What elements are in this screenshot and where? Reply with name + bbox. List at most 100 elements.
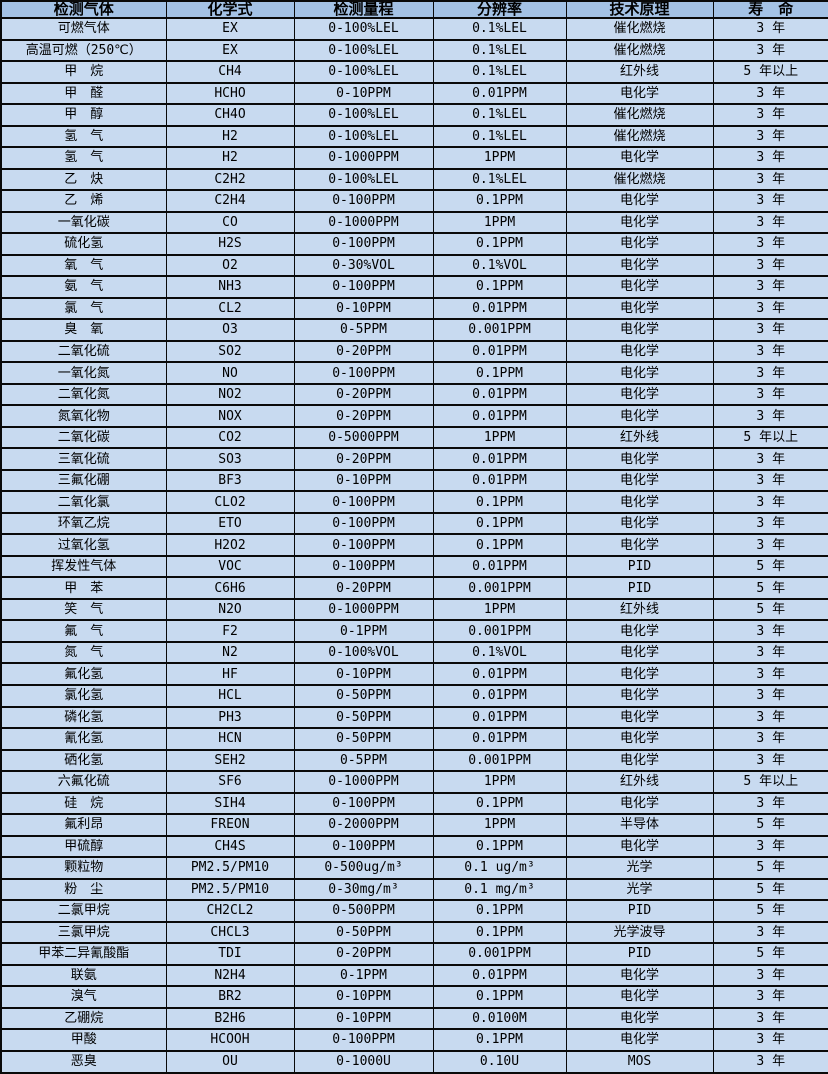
cell-resolution: 0.0100M xyxy=(432,1006,567,1031)
cell-resolution: 0.1PPM xyxy=(432,533,567,557)
cell-range: 0-100PPM xyxy=(293,361,434,385)
cell-range: 0-20PPM xyxy=(293,404,434,428)
table-row: 氯化氢 HCL 0-50PPM 0.01PPM 电化学 3 年 xyxy=(0,684,828,708)
cell-gas: 甲 苯 xyxy=(0,576,167,600)
cell-lifespan: 3 年 xyxy=(712,705,828,729)
table-row: 一氧化碳 CO 0-1000PPM 1PPM 电化学 3 年 xyxy=(0,210,828,235)
cell-range: 0-1PPM xyxy=(293,963,434,988)
cell-formula: EX xyxy=(165,38,295,63)
cell-resolution: 1PPM xyxy=(432,597,567,622)
cell-range: 0-100PPM xyxy=(293,834,434,859)
cell-range: 0-1000PPM xyxy=(293,210,434,235)
cell-principle: 电化学 xyxy=(565,253,714,278)
cell-resolution: 0.1PPM xyxy=(432,490,567,514)
cell-range: 0-100%LEL xyxy=(293,124,434,149)
cell-gas: 二氯甲烷 xyxy=(0,899,167,923)
cell-gas: 颗粒物 xyxy=(0,856,167,880)
cell-range: 0-20PPM xyxy=(293,339,434,364)
cell-lifespan: 3 年 xyxy=(712,533,828,557)
cell-resolution: 0.01PPM xyxy=(432,662,567,686)
cell-resolution: 0.01PPM xyxy=(432,705,567,729)
cell-formula: CO xyxy=(165,210,295,235)
cell-formula: NO xyxy=(165,361,295,385)
cell-gas: 一氧化氮 xyxy=(0,361,167,385)
cell-resolution: 0.1PPM xyxy=(432,834,567,859)
cell-resolution: 0.01PPM xyxy=(432,963,567,988)
cell-resolution: 0.01PPM xyxy=(432,382,567,407)
cell-formula: H2 xyxy=(165,124,295,149)
cell-gas: 硒化氢 xyxy=(0,748,167,773)
table-row: 环氧乙烷 ETO 0-100PPM 0.1PPM 电化学 3 年 xyxy=(0,511,828,536)
cell-range: 0-100PPM xyxy=(293,533,434,557)
cell-lifespan: 3 年 xyxy=(712,81,828,106)
cell-gas: 乙 烯 xyxy=(0,189,167,213)
cell-principle: 电化学 xyxy=(565,963,714,988)
cell-gas: 氢 气 xyxy=(0,146,167,170)
cell-lifespan: 3 年 xyxy=(712,920,828,945)
table-row: 乙 烯 C2H4 0-100PPM 0.1PPM 电化学 3 年 xyxy=(0,189,828,213)
cell-gas: 氮氧化物 xyxy=(0,404,167,428)
cell-gas: 二氧化氮 xyxy=(0,382,167,407)
cell-formula: FREON xyxy=(165,813,295,837)
cell-gas: 二氧化碳 xyxy=(0,425,167,450)
table-row: 臭 氧 O3 0-5PPM 0.001PPM 电化学 3 年 xyxy=(0,318,828,342)
cell-formula: HCL xyxy=(165,684,295,708)
cell-resolution: 0.001PPM xyxy=(432,942,567,966)
cell-range: 0-20PPM xyxy=(293,382,434,407)
cell-lifespan: 3 年 xyxy=(712,727,828,751)
cell-gas: 溴气 xyxy=(0,985,167,1009)
cell-lifespan: 5 年 xyxy=(712,856,828,880)
cell-gas: 笑 气 xyxy=(0,597,167,622)
cell-resolution: 0.01PPM xyxy=(432,404,567,428)
cell-lifespan: 5 年 xyxy=(712,576,828,600)
cell-range: 0-100%LEL xyxy=(293,167,434,192)
cell-lifespan: 3 年 xyxy=(712,167,828,192)
cell-lifespan: 3 年 xyxy=(712,1006,828,1031)
cell-formula: CHCL3 xyxy=(165,920,295,945)
cell-gas: 氟 气 xyxy=(0,619,167,643)
cell-range: 0-100PPM xyxy=(293,189,434,213)
cell-resolution: 0.1%LEL xyxy=(432,60,567,84)
table-row: 氮氧化物 NOX 0-20PPM 0.01PPM 电化学 3 年 xyxy=(0,404,828,428)
cell-lifespan: 3 年 xyxy=(712,210,828,235)
cell-lifespan: 5 年 xyxy=(712,899,828,923)
cell-principle: 电化学 xyxy=(565,1006,714,1031)
header-row: 检测气体 化学式 检测量程 分辨率 技术原理寿 命 xyxy=(0,0,828,19)
table-row: 三氧化硫 SO3 0-20PPM 0.01PPM 电化学 3 年 xyxy=(0,447,828,471)
cell-range: 0-1000PPM xyxy=(293,770,434,794)
cell-gas: 甲苯二异氰酸酯 xyxy=(0,942,167,966)
table-row: 恶臭 OU 0-1000U 0.10U MOS 3 年 xyxy=(0,1049,828,1074)
table-row: 高温可燃（250℃） EX 0-100%LEL 0.1%LEL 催化燃烧 3 年 xyxy=(0,38,828,63)
cell-range: 0-100PPM xyxy=(293,554,434,579)
cell-formula: CH4O xyxy=(165,103,295,127)
cell-principle: 电化学 xyxy=(565,81,714,106)
cell-formula: C6H6 xyxy=(165,576,295,600)
cell-resolution: 0.01PPM xyxy=(432,727,567,751)
cell-range: 0-100PPM xyxy=(293,1028,434,1052)
cell-lifespan: 3 年 xyxy=(712,382,828,407)
cell-formula: VOC xyxy=(165,554,295,579)
cell-range: 0-30mg/m³ xyxy=(293,877,434,902)
table-row: 三氯甲烷 CHCL3 0-50PPM 0.1PPM 光学波导 3 年 xyxy=(0,920,828,945)
cell-formula: CH4S xyxy=(165,834,295,859)
table-body: 可燃气体 EX 0-100%LEL 0.1%LEL 催化燃烧 3 年高温可燃（250℃） E… xyxy=(0,17,828,1074)
table-row: 氟 气 F2 0-1PPM 0.001PPM 电化学 3 年 xyxy=(0,619,828,643)
cell-formula: HCN xyxy=(165,727,295,751)
cell-principle: 红外线 xyxy=(565,770,714,794)
cell-gas: 三氧化硫 xyxy=(0,447,167,471)
cell-principle: 电化学 xyxy=(565,361,714,385)
cell-gas: 二氧化氯 xyxy=(0,490,167,514)
cell-principle: 光学波导 xyxy=(565,920,714,945)
cell-principle: 电化学 xyxy=(565,748,714,773)
cell-resolution: 0.1PPM xyxy=(432,232,567,256)
cell-principle: 电化学 xyxy=(565,727,714,751)
table-row: 可燃气体 EX 0-100%LEL 0.1%LEL 催化燃烧 3 年 xyxy=(0,17,828,41)
cell-principle: 电化学 xyxy=(565,232,714,256)
cell-resolution: 0.1 mg/m³ xyxy=(432,877,567,902)
table-row: 挥发性气体 VOC 0-100PPM 0.01PPM PID 5 年 xyxy=(0,554,828,579)
table-row: 乙硼烷 B2H6 0-10PPM 0.0100M 电化学 3 年 xyxy=(0,1006,828,1031)
cell-resolution: 0.1%VOL xyxy=(432,253,567,278)
cell-gas: 氯 气 xyxy=(0,296,167,321)
cell-lifespan: 5 年 xyxy=(712,597,828,622)
cell-formula: CH2CL2 xyxy=(165,899,295,923)
